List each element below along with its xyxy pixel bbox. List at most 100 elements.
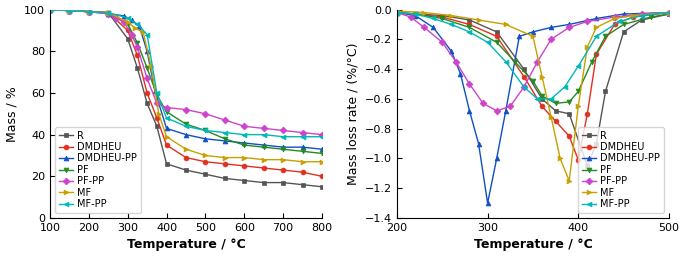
DMDHEU-PP xyxy=(221,139,229,142)
DMDHEU xyxy=(551,120,560,123)
PF xyxy=(588,60,596,63)
DMDHEU-PP xyxy=(240,141,249,144)
X-axis label: Temperature / °C: Temperature / °C xyxy=(473,238,593,251)
MF-PP xyxy=(429,17,437,20)
PF-PP xyxy=(420,26,428,29)
MF xyxy=(565,179,573,182)
R xyxy=(638,19,646,22)
DMDHEU-PP xyxy=(619,13,627,16)
PF-PP xyxy=(610,15,619,19)
PF xyxy=(260,146,268,149)
DMDHEU xyxy=(393,11,401,14)
MF xyxy=(556,157,564,160)
PF xyxy=(46,8,54,11)
PF-PP xyxy=(318,133,326,136)
PF-PP xyxy=(299,131,307,134)
PF xyxy=(574,90,582,93)
MF-PP xyxy=(534,97,542,100)
PF-PP xyxy=(452,60,460,63)
MF-PP xyxy=(260,133,268,136)
PF-PP xyxy=(506,105,514,108)
DMDHEU xyxy=(538,105,546,108)
PF-PP xyxy=(438,41,447,44)
R xyxy=(85,10,93,13)
DMDHEU-PP xyxy=(135,25,143,28)
MF xyxy=(162,135,171,138)
PF-PP xyxy=(565,26,573,29)
PF-PP xyxy=(583,20,591,23)
Line: MF-PP: MF-PP xyxy=(47,7,325,139)
PF xyxy=(201,129,210,132)
MF xyxy=(139,31,147,34)
MF xyxy=(475,19,483,22)
DMDHEU-PP xyxy=(565,23,573,26)
MF xyxy=(104,11,112,14)
DMDHEU-PP xyxy=(493,157,501,160)
PF-PP xyxy=(221,118,229,122)
DMDHEU-PP xyxy=(411,14,419,17)
PF-PP xyxy=(46,8,54,11)
MF-PP xyxy=(201,129,210,132)
MF-PP xyxy=(447,23,456,26)
R xyxy=(465,19,473,22)
DMDHEU-PP xyxy=(593,17,601,20)
R xyxy=(134,66,142,69)
DMDHEU xyxy=(260,167,268,170)
DMDHEU-PP xyxy=(475,142,483,145)
Line: PF-PP: PF-PP xyxy=(47,7,325,137)
R xyxy=(299,183,307,186)
DMDHEU-PP xyxy=(260,143,268,146)
PF-PP xyxy=(406,15,414,19)
MF xyxy=(593,26,601,29)
R xyxy=(583,164,591,168)
R xyxy=(143,102,151,105)
DMDHEU xyxy=(465,23,473,26)
R xyxy=(123,37,132,40)
PF xyxy=(411,13,419,16)
MF xyxy=(147,64,155,67)
DMDHEU-PP xyxy=(182,133,190,136)
MF-PP xyxy=(134,23,142,26)
PF-PP xyxy=(638,13,646,16)
MF xyxy=(529,35,537,38)
R xyxy=(538,97,546,100)
DMDHEU xyxy=(201,160,210,163)
DMDHEU xyxy=(143,91,151,95)
MF-PP xyxy=(665,11,673,14)
R xyxy=(162,162,171,165)
DMDHEU xyxy=(629,15,637,19)
PF xyxy=(104,11,112,14)
MF xyxy=(547,115,555,118)
PF xyxy=(299,150,307,153)
MF xyxy=(665,11,673,14)
DMDHEU-PP xyxy=(162,127,171,130)
PF xyxy=(240,143,249,146)
PF xyxy=(65,9,73,12)
R xyxy=(318,185,326,188)
R xyxy=(46,8,54,11)
MF xyxy=(46,8,54,11)
DMDHEU xyxy=(123,29,132,32)
DMDHEU-PP xyxy=(484,201,492,205)
MF xyxy=(447,14,456,17)
PF xyxy=(153,94,161,97)
DMDHEU-PP xyxy=(456,72,464,75)
DMDHEU-PP xyxy=(65,9,73,12)
MF xyxy=(65,9,73,12)
DMDHEU xyxy=(182,156,190,159)
R xyxy=(65,9,73,12)
PF-PP xyxy=(120,21,128,24)
DMDHEU-PP xyxy=(120,14,128,17)
MF-PP xyxy=(46,8,54,11)
PF xyxy=(318,152,326,155)
Line: MF: MF xyxy=(47,7,325,164)
PF xyxy=(465,26,473,29)
PF-PP xyxy=(520,85,528,88)
MF-PP xyxy=(279,135,287,138)
PF-PP xyxy=(240,125,249,128)
R xyxy=(182,169,190,172)
MF-PP xyxy=(143,33,151,36)
Line: DMDHEU: DMDHEU xyxy=(47,7,325,179)
DMDHEU xyxy=(665,11,673,14)
DMDHEU-PP xyxy=(127,19,136,22)
